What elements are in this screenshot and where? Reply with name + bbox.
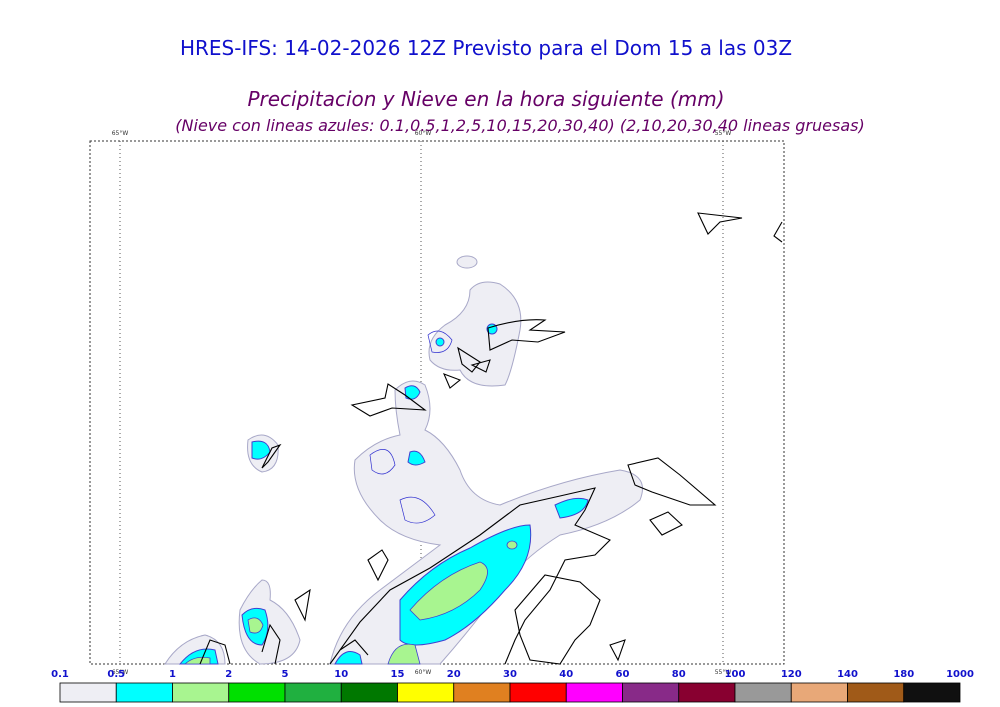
colorbar-label: 15: [391, 669, 405, 680]
color-box: [903, 682, 961, 703]
color-box: [340, 682, 398, 703]
colorbar-label: 1: [169, 669, 176, 680]
colorbar-label: 60: [616, 669, 630, 680]
colorbar-label: 100: [725, 669, 746, 680]
colorbar-label: 140: [837, 669, 858, 680]
color-box: [172, 682, 230, 703]
colorbar-label: 30: [503, 669, 517, 680]
colorbar-label: 0.5: [107, 669, 125, 680]
colorbar-label: 180: [893, 669, 914, 680]
color-box: [115, 682, 173, 703]
meridian-label: 55°W: [715, 130, 732, 137]
colorbar-label: 20: [447, 669, 461, 680]
color-box: [847, 682, 905, 703]
colorbar-label: 1000: [946, 669, 974, 680]
color-box: [678, 682, 736, 703]
color-box: [790, 682, 848, 703]
color-box: [228, 682, 286, 703]
colorbar-label: 5: [282, 669, 289, 680]
color-box: [397, 682, 455, 703]
colorbar-label: 40: [559, 669, 573, 680]
color-box: [509, 682, 567, 703]
color-box: [622, 682, 680, 703]
color-box: [284, 682, 342, 703]
meridian-label: 60°W: [415, 130, 432, 137]
meridian-label: 65°W: [112, 130, 129, 137]
color-box: [565, 682, 623, 703]
color-box: [453, 682, 511, 703]
colorbar-label: 2: [225, 669, 232, 680]
colorbar-label: 0.1: [51, 669, 69, 680]
colorbar: 0.1 0.5 1 2 5 10 15 20 30 40 60 80 100 120 140 180 1000: [51, 669, 974, 703]
coastlines: [199, 212, 783, 665]
color-box: [734, 682, 792, 703]
colorbar-label: 80: [672, 669, 686, 680]
color-box: [59, 682, 117, 703]
map: 65°W 60°W 55°W 65°W 60°W 55°W: [89, 130, 785, 676]
meridian-label: 65°W: [112, 669, 129, 676]
title: HRES-IFS: 14-02-2026 12Z Previsto para e…: [180, 36, 792, 60]
colorbar-label: 10: [334, 669, 348, 680]
subtitle: Precipitacion y Nieve en la hora siguien…: [247, 87, 724, 111]
meridian-label: 55°W: [715, 669, 732, 676]
meridian-label: 60°W: [415, 669, 432, 676]
colorbar-label: 120: [781, 669, 802, 680]
note: (Nieve con lineas azules: 0.1,0.5,1,2,5,…: [175, 116, 864, 135]
precip: [164, 255, 643, 665]
